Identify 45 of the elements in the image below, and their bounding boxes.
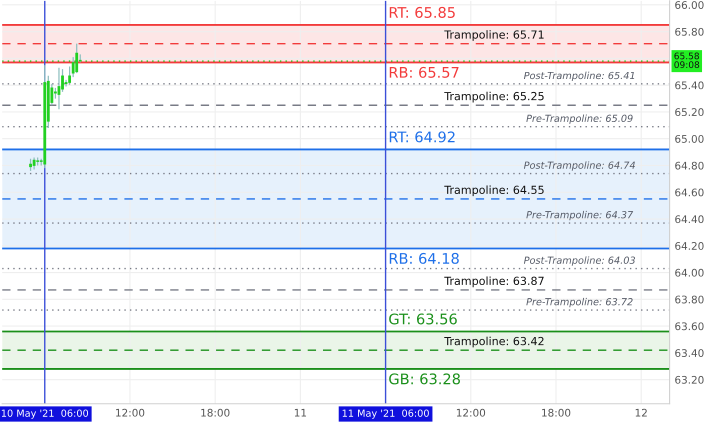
y-tick-label: 65.80 bbox=[675, 28, 704, 36]
ref-line-label: RT: 65.85 bbox=[390, 6, 455, 18]
ref-line-label: 11 May '21 06:00 bbox=[342, 409, 429, 419]
x-tick-label: 11 bbox=[294, 408, 306, 417]
ref-line-label: 65.58 09:08 bbox=[674, 52, 700, 68]
ref-line-label: RT: 64.92 bbox=[390, 131, 455, 142]
ref-line-label: Trampoline: 63.87 bbox=[444, 276, 544, 288]
x-tick-label: 12 bbox=[636, 408, 647, 417]
ref-line-label: Trampoline: 65.25 bbox=[444, 92, 544, 102]
y-tick-label: 65.40 bbox=[675, 81, 704, 90]
y-tick-label: 64.60 bbox=[675, 188, 704, 196]
ref-line-label: Post-Trampoline: 64.03 bbox=[524, 256, 636, 266]
ref-line-label: Pre-Trampoline: 65.09 bbox=[526, 114, 633, 124]
ref-line-label: GT: 63.56 bbox=[389, 313, 457, 324]
candlestick bbox=[54, 87, 57, 100]
x-tick-label: 12:00 bbox=[456, 408, 486, 417]
ref-line-label: Post-Trampoline: 64.74 bbox=[524, 161, 635, 171]
y-tick-label: 63.80 bbox=[675, 296, 704, 304]
y-tick-label: 65.00 bbox=[675, 134, 704, 143]
y-tick-label: 64.00 bbox=[675, 268, 704, 277]
ref-line-label: RB: 64.18 bbox=[390, 252, 459, 264]
candlestick bbox=[32, 156, 36, 170]
ref-line-label: Trampoline: 63.42 bbox=[444, 336, 544, 348]
y-tick-label: 64.80 bbox=[675, 162, 704, 170]
y-tick-label: 64.40 bbox=[675, 215, 704, 224]
y-tick-label: 63.40 bbox=[675, 349, 704, 357]
x-tick-label: 18:00 bbox=[201, 408, 230, 417]
ref-line-label: GB: 63.28 bbox=[389, 373, 460, 384]
y-tick-label: 66.00 bbox=[675, 1, 704, 9]
y-tick-label: 65.20 bbox=[675, 108, 704, 116]
ref-line-label: Pre-Trampoline: 63.72 bbox=[526, 298, 633, 308]
candlestick bbox=[58, 67, 60, 110]
y-tick-label: 63.20 bbox=[675, 376, 704, 384]
ref-line-label: Pre-Trampoline: 64.37 bbox=[526, 210, 634, 220]
ref-line-label: 10 May '21 06:00 bbox=[2, 409, 88, 419]
ref-line-label: Post-Trampoline: 65.41 bbox=[524, 72, 634, 82]
y-tick-label: 63.60 bbox=[675, 322, 704, 330]
x-tick-label: 12:00 bbox=[116, 408, 144, 417]
candlestick bbox=[29, 158, 32, 172]
y-tick-label: 64.20 bbox=[675, 242, 704, 250]
candlestick bbox=[36, 156, 40, 166]
x-tick-label: 18:00 bbox=[542, 408, 570, 417]
ref-line-label: Trampoline: 65.71 bbox=[444, 30, 544, 41]
ref-line-label: Trampoline: 64.55 bbox=[444, 185, 544, 196]
ref-line-label: RB: 65.57 bbox=[390, 66, 459, 78]
